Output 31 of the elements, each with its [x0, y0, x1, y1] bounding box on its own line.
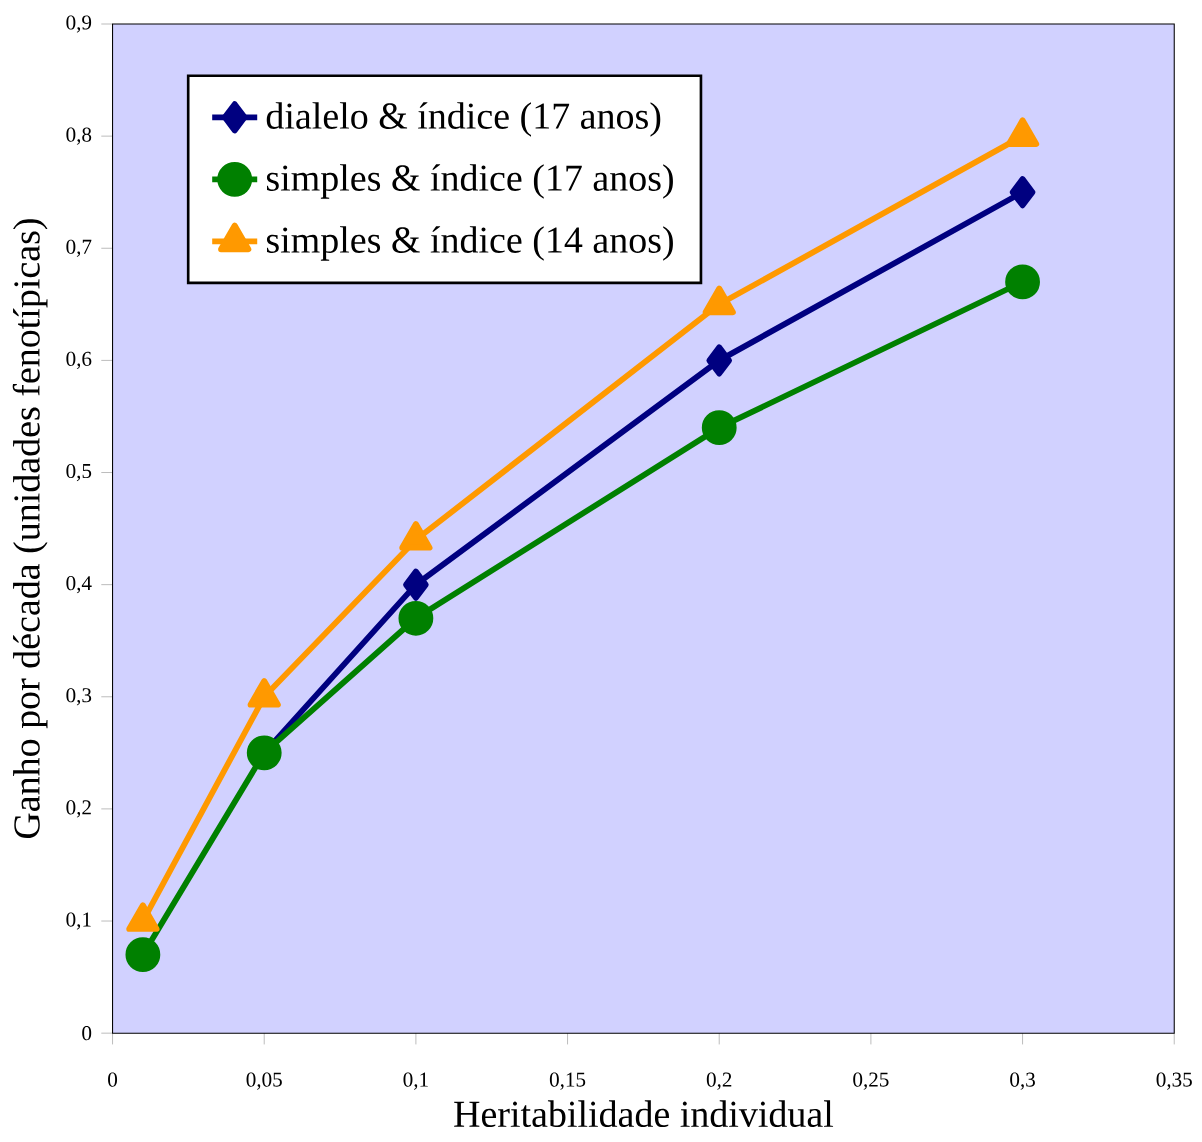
point	[246, 735, 282, 771]
y-tick-label: 0,3	[66, 688, 92, 706]
point	[706, 344, 733, 377]
point	[398, 600, 434, 636]
x-tick-label: 0,15	[549, 1072, 586, 1090]
x-axis-title: Heritabilidade individual	[454, 1100, 834, 1128]
legend-label: simples & índice (14 anos)	[266, 226, 673, 261]
y-tick-label: 0,6	[66, 351, 92, 370]
x-tick-label: 0,25	[853, 1072, 889, 1090]
x-tick-label: 0	[108, 1072, 118, 1087]
point	[1005, 264, 1040, 300]
y-tick-label: 0,9	[66, 15, 92, 33]
point	[125, 937, 161, 973]
y-tick-label: 0,2	[66, 800, 91, 818]
x-tick-label: 0,05	[246, 1072, 282, 1090]
legend-label: dialelo & índice (17 anos)	[266, 102, 661, 137]
x-tick-label: 0,3	[1010, 1072, 1035, 1090]
y-axis-title: Ganho por década (unidades fenotípicas)	[12, 219, 48, 839]
legend-label: simples & índice (17 anos)	[266, 164, 673, 199]
point	[701, 410, 737, 446]
y-tick-label: 0,1	[66, 912, 91, 930]
point	[1009, 176, 1036, 209]
x-tick-label: 0,2	[706, 1072, 732, 1090]
y-tick-label: 0,8	[66, 127, 92, 145]
y-tick-label: 0,7	[66, 239, 92, 257]
y-tick-label: 0,5	[66, 463, 92, 482]
y-tick-label: 0,4	[66, 576, 92, 594]
y-tick-label: 0	[82, 1026, 92, 1041]
x-tick-label: 0,35	[1156, 1072, 1192, 1090]
point	[403, 568, 429, 601]
x-tick-label: 0,1	[403, 1072, 428, 1090]
